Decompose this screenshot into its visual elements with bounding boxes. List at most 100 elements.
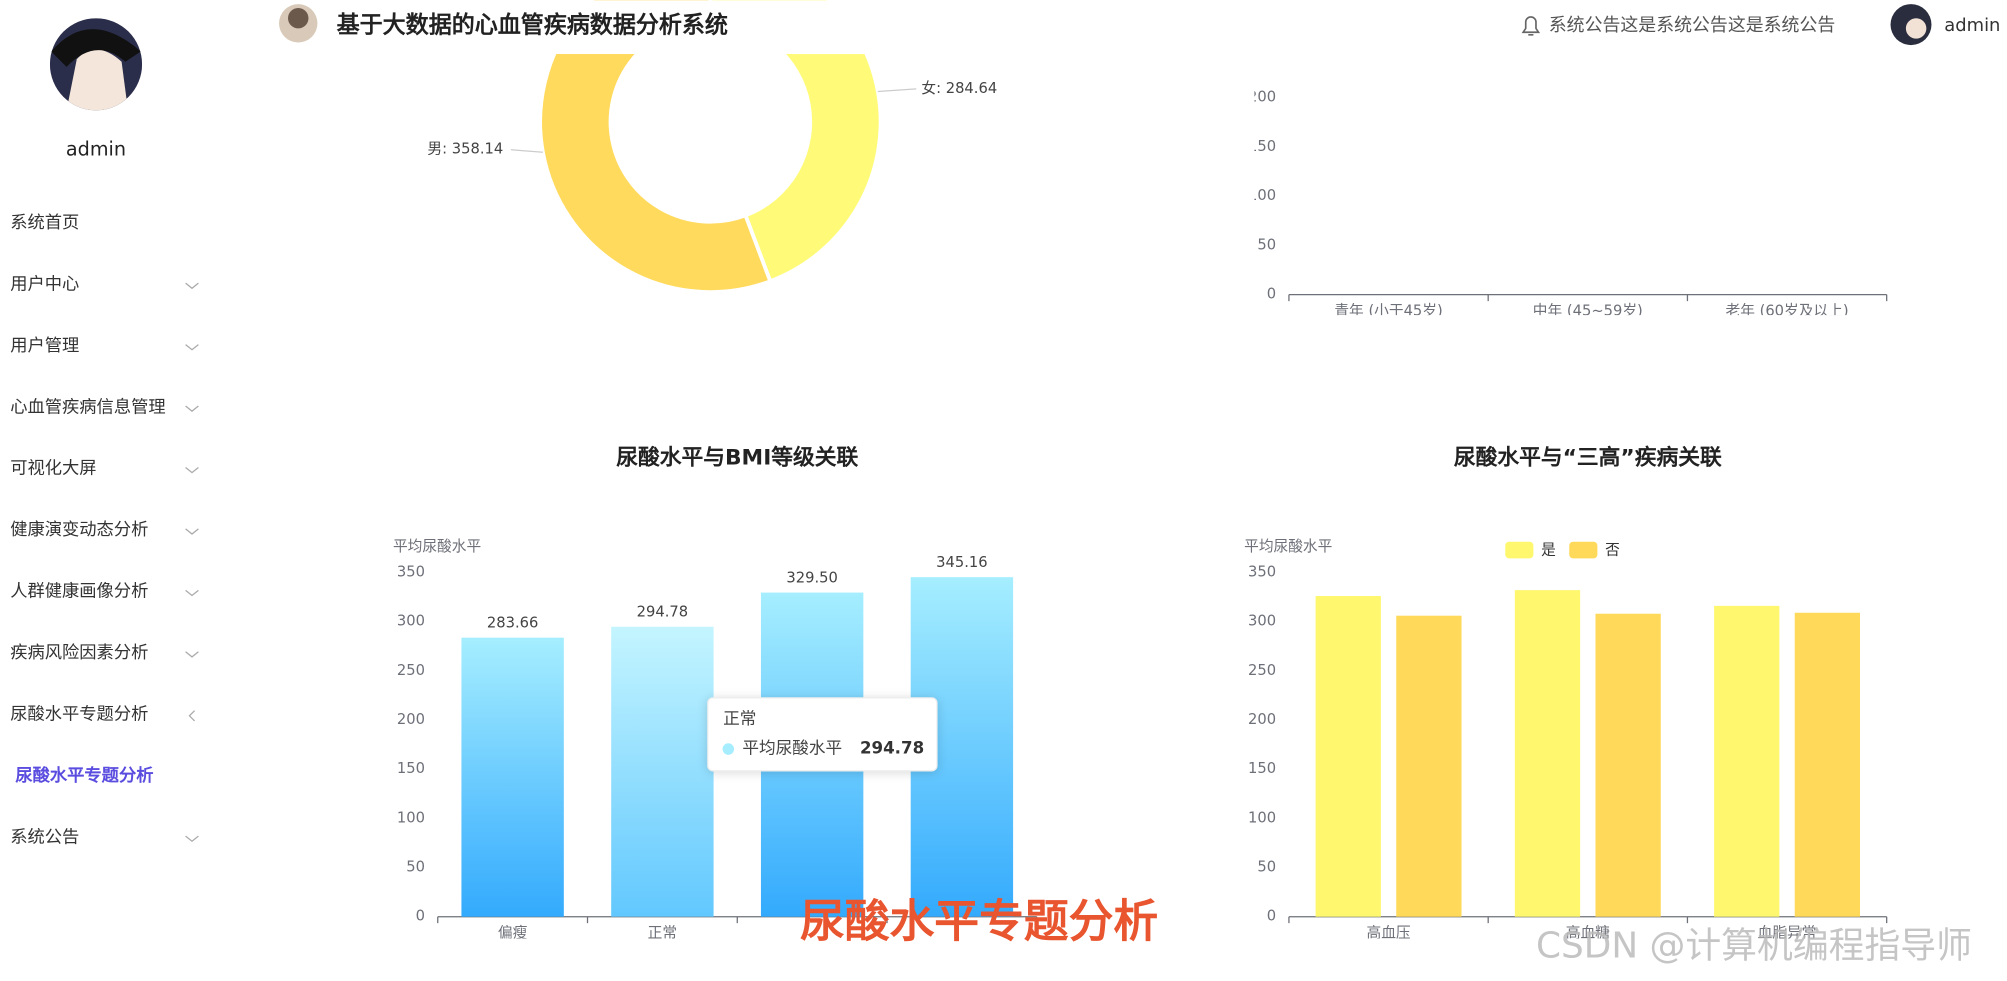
y-tick-label: 350: [1248, 563, 1276, 580]
chevron[interactable]: [188, 710, 196, 722]
bar-value-label: 329.50: [786, 570, 837, 587]
app-title: 基于大数据的心血管疾病数据分析系统: [337, 11, 728, 38]
menu-item[interactable]: 系统首页: [10, 213, 79, 233]
zoom-handle[interactable]: [435, 951, 441, 974]
tooltip-series: 平均尿酸水平: [742, 739, 842, 758]
menu-item[interactable]: 人群健康画像分析: [10, 582, 148, 602]
notice[interactable]: 系统公告这是系统公告这是系统公告: [1549, 15, 1836, 36]
x-tick-label: 高血糖: [1566, 924, 1610, 941]
chevron[interactable]: [185, 589, 199, 597]
menu-item[interactable]: 心血管疾病信息管理: [10, 397, 165, 417]
legend-swatch[interactable]: [1505, 541, 1534, 559]
legend-swatch[interactable]: [1569, 541, 1598, 559]
chart-title: 尿酸水平与“三高”疾病关联: [1454, 445, 1722, 471]
header: 基于大数据的心血管疾病数据分析系统 系统公告这是系统公告这是系统公告 admin: [255, 0, 2007, 55]
menu-item[interactable]: 健康演变动态分析: [10, 520, 148, 540]
chevron[interactable]: [185, 651, 199, 658]
chart: 0 50 100 150 200 250 300 350 偏瘦 正常 尿酸水平与BMI等级关联平均尿…: [393, 445, 1040, 974]
avatar-face: [66, 49, 128, 111]
y-axis-name: 平均尿酸水平: [393, 538, 481, 555]
caption: 尿酸水平专题分析: [800, 894, 1158, 947]
y-tick-label: 0: [1267, 908, 1276, 925]
avatar-hair: [51, 29, 141, 67]
y-tick-label: 100: [1248, 809, 1276, 826]
sidebar-user: admin: [66, 138, 126, 161]
y-tick-label: 300: [1248, 613, 1276, 630]
menu-item[interactable]: 尿酸水平专题分析: [10, 704, 148, 724]
menu-item[interactable]: 用户管理: [10, 336, 79, 356]
label-line: [877, 88, 917, 93]
x-tick-label: 青年 (小于45岁): [1334, 302, 1442, 319]
pie-slice: [538, 0, 773, 294]
axes: 0 50 100 150 200 青年 (小于45岁) 中年 (45~59岁) 老年 (60岁…: [1248, 89, 1890, 352]
bar[interactable]: [611, 626, 714, 917]
y-tick-label: 100: [1248, 187, 1276, 204]
zoom-handle[interactable]: [1034, 951, 1040, 974]
bar[interactable]: [1396, 615, 1462, 917]
y-tick-label: 350: [397, 563, 425, 580]
header-bg: [255, 0, 2007, 55]
chevron[interactable]: [185, 835, 199, 843]
zoom-handle[interactable]: [1286, 951, 1292, 974]
bar[interactable]: [1595, 613, 1661, 917]
bar[interactable]: [1514, 590, 1581, 917]
zoom-handle[interactable]: [1286, 329, 1292, 352]
y-tick-label: 100: [397, 809, 425, 826]
tooltip-value: 294.78: [860, 739, 924, 758]
chevron[interactable]: [185, 282, 199, 290]
chevron[interactable]: [185, 405, 199, 412]
x-tick-label: 偏瘦: [498, 924, 528, 941]
y-tick-label: 0: [1267, 286, 1276, 303]
chart-title: 尿酸水平与BMI等级关联: [616, 445, 858, 471]
user-avatar-face: [1905, 18, 1927, 39]
plot: 0 50 100 150 200 250 300 350 高血压 高血糖 血脂异常 尿酸水平与“三高”…: [1244, 445, 1888, 974]
user-name[interactable]: admin: [1944, 15, 2000, 36]
x-tick-label: 老年 (60岁及以上): [1726, 302, 1849, 319]
legend-label[interactable]: 否: [1605, 542, 1620, 559]
menu-item[interactable]: 可视化大屏: [10, 459, 96, 479]
y-tick-label: 50: [1257, 236, 1276, 253]
sidebar: admin 系统首页用户中心用户管理心血管疾病信息管理可视化大屏健康演变动态分析…: [0, 0, 218, 981]
bar-value-label: 294.78: [637, 604, 688, 621]
bar[interactable]: [1794, 612, 1861, 917]
tooltip-dot: [722, 743, 735, 755]
y-tick-label: 200: [1248, 89, 1276, 106]
y-tick-label: 150: [1248, 760, 1276, 777]
sidebar-bg: [0, 0, 218, 981]
legend-label[interactable]: 是: [1541, 542, 1556, 559]
y-tick-label: 50: [1257, 859, 1276, 876]
bar[interactable]: [1315, 596, 1381, 917]
x-tick-label: 血脂异常: [1758, 924, 1817, 941]
chevron[interactable]: [185, 466, 199, 474]
bar-value-label: 345.16: [936, 554, 987, 571]
y-tick-label: 250: [1248, 662, 1276, 679]
y-tick-label: 200: [1248, 711, 1276, 728]
chevron[interactable]: [185, 344, 199, 351]
label-line: [510, 149, 543, 153]
menu-item[interactable]: 疾病风险因素分析: [10, 643, 148, 663]
submenu-item[interactable]: 尿酸水平专题分析: [15, 765, 153, 786]
bar[interactable]: [1714, 605, 1780, 917]
tooltip-title: 正常: [723, 709, 756, 728]
bell-icon[interactable]: [1521, 16, 1541, 36]
menu-item[interactable]: 系统公告: [10, 827, 79, 847]
menu-item[interactable]: 用户中心: [10, 274, 79, 294]
chevron[interactable]: [185, 528, 199, 535]
slice-label: 女: 284.64: [921, 79, 997, 97]
y-tick-label: 50: [406, 859, 425, 876]
slice-label: 男: 358.14: [427, 141, 503, 158]
y-tick-label: 150: [397, 760, 425, 777]
y-tick-label: 300: [397, 613, 425, 630]
y-tick-label: 200: [397, 711, 425, 728]
overlay: 尿酸水平专题分析 CSDN @计算机编程指导师: [800, 894, 1972, 966]
x-tick-label: 正常: [648, 924, 677, 941]
charts: 女: 284.64 男: 358.14 0 50 100 150 200 青年 (小于45岁)…: [393, 0, 1890, 974]
bar[interactable]: [461, 637, 564, 917]
zoom-handle[interactable]: [1884, 329, 1890, 352]
avatar: [49, 18, 143, 111]
y-tick-label: 150: [1248, 138, 1276, 155]
plot: 0 50 100 150 200 250 300 350 偏瘦 正常 尿酸水平与BMI等级关联平均尿…: [393, 445, 1040, 974]
